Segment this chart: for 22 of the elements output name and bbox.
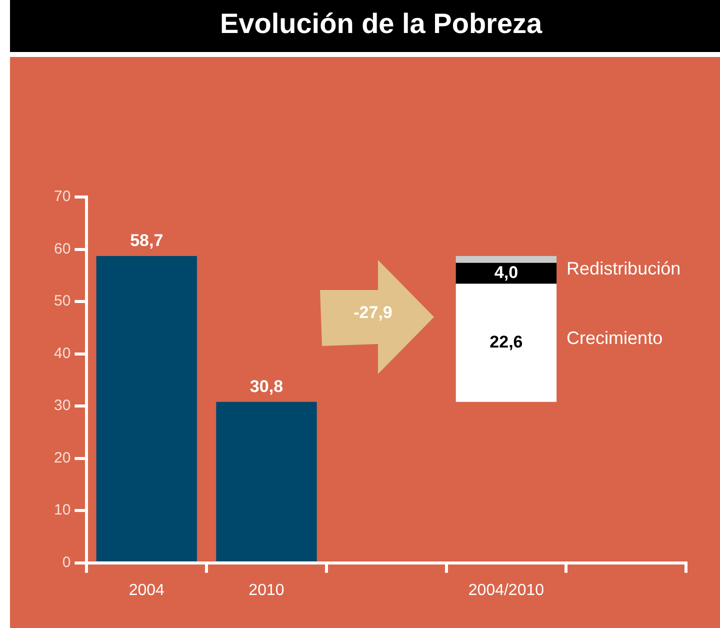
x-tick-label: 2004	[128, 582, 165, 599]
series-label: Crecimiento	[566, 328, 663, 348]
chart-title: Evolución de la Pobreza	[220, 8, 542, 40]
y-tick-label: 0	[62, 554, 71, 571]
data-label: 30,8	[250, 377, 284, 396]
data-label: 4,0	[494, 262, 518, 282]
y-tick-label: 10	[54, 502, 71, 519]
data-label: 22,6	[490, 332, 523, 352]
x-tick-label: 2010	[248, 582, 284, 599]
y-tick-label: 40	[54, 344, 71, 362]
annotation: -27,9	[352, 303, 394, 323]
bar	[96, 256, 197, 562]
x-tick-label: 2004/2010	[468, 582, 544, 599]
y-tick-label: 60	[54, 240, 71, 258]
y-tick-label: 50	[54, 292, 71, 310]
data-label: 58,7	[130, 231, 164, 250]
y-tick-label: 70	[54, 188, 71, 206]
bar	[456, 284, 557, 402]
bar	[216, 402, 317, 562]
series-label: Redistribución	[566, 258, 681, 278]
y-tick-label: 30	[54, 397, 71, 414]
y-tick-label: 20	[54, 449, 71, 466]
